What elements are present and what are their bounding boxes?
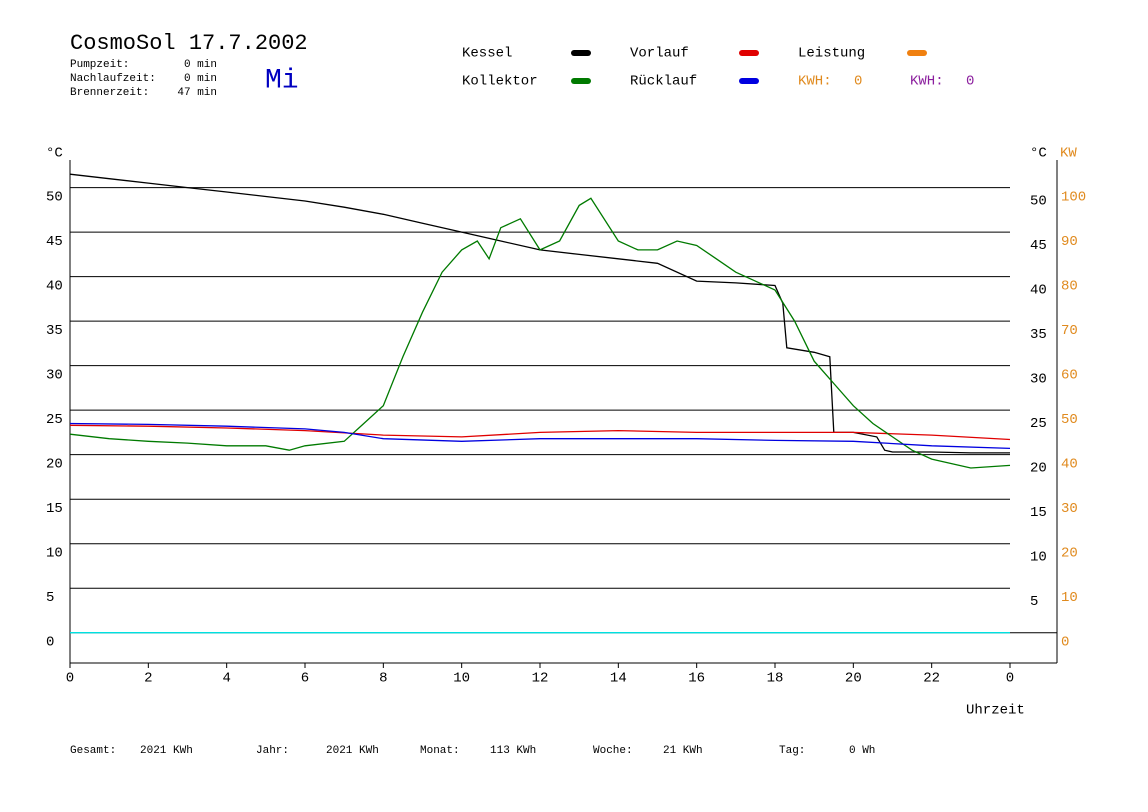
y2-tick-label-c: 5 (1030, 594, 1038, 610)
x-tick-label: 20 (845, 671, 862, 687)
footer-value: 0 Wh (849, 745, 875, 757)
y2-tick-label-c: 20 (1030, 460, 1047, 476)
x-tick-label: 6 (301, 671, 309, 687)
x-tick-label: 8 (379, 671, 387, 687)
x-tick-label: 12 (532, 671, 549, 687)
y-label: °C (46, 146, 63, 162)
y-tick-label: 0 (46, 634, 54, 650)
y-tick-label: 30 (46, 367, 63, 383)
series-line (69, 197, 1011, 469)
kwh-value: 0 (854, 74, 862, 90)
stat-label: Brennerzeit: (70, 87, 149, 99)
y-tick-label: 20 (46, 456, 63, 472)
y-tick-label: 35 (46, 323, 63, 339)
footer-label: Jahr: (256, 745, 289, 757)
stat-label: Pumpzeit: (70, 59, 129, 71)
series-line (69, 173, 1010, 454)
stat-value: 0 min (184, 73, 217, 85)
series-line (69, 422, 1011, 450)
y2-tick-label-c: 30 (1030, 371, 1047, 387)
footer-label: Tag: (779, 745, 805, 757)
title: CosmoSol 17.7.2002 (70, 31, 308, 56)
footer-label: Gesamt: (70, 745, 116, 757)
y2-tick-label: 50 (1061, 412, 1078, 428)
x-tick-label: 2 (144, 671, 152, 687)
y2-tick-label-c: 25 (1030, 416, 1047, 432)
kwh-label: KWH: (910, 74, 944, 90)
stat-label: Nachlaufzeit: (70, 73, 156, 85)
y2-tick-label-c: 45 (1030, 238, 1047, 254)
x-tick-label: 10 (453, 671, 470, 687)
y2-tick-label: 100 (1061, 189, 1086, 205)
stat-value: 0 min (184, 59, 217, 71)
x-tick-label: 22 (923, 671, 940, 687)
footer-value: 2021 KWh (140, 745, 193, 757)
x-tick-label: 4 (222, 671, 230, 687)
day: Mi (265, 65, 299, 96)
x-tick-label: 16 (688, 671, 705, 687)
y2-tick-label: 90 (1061, 234, 1078, 250)
footer-label: Woche: (593, 745, 633, 757)
x-tick-label: 14 (610, 671, 627, 687)
y2-tick-label: 30 (1061, 501, 1078, 517)
x-tick-label: 18 (767, 671, 784, 687)
x-tick-label: 0 (66, 671, 74, 687)
y2-tick-label: 10 (1061, 590, 1078, 606)
y2-tick-label: 60 (1061, 367, 1078, 383)
y-tick-label: 45 (46, 234, 63, 250)
y2-tick-label: 20 (1061, 545, 1078, 561)
y-tick-label: 10 (46, 545, 63, 561)
kwh-label: KWH: (798, 74, 832, 90)
y2-tick-label: 40 (1061, 456, 1078, 472)
y2-tick-label: 70 (1061, 323, 1078, 339)
y2-tick-label-c: 10 (1030, 549, 1047, 565)
y-tick-label: 40 (46, 278, 63, 294)
stat-value: 47 min (177, 87, 217, 99)
legend-label: Rücklauf (630, 74, 697, 90)
kwh-value: 0 (966, 74, 974, 90)
x-tick-label: 0 (1006, 671, 1014, 687)
legend-label: Kessel (462, 46, 512, 62)
footer-value: 21 KWh (663, 745, 703, 757)
y2-tick-label-c: 40 (1030, 282, 1047, 298)
y2-tick-label: 0 (1061, 634, 1069, 650)
y-tick-label: 15 (46, 501, 63, 517)
y-tick-label: 5 (46, 590, 54, 606)
series-line (69, 424, 1011, 441)
footer-label: Monat: (420, 745, 460, 757)
footer-value: 2021 KWh (326, 745, 379, 757)
legend-label: Leistung (798, 46, 865, 62)
y2-label: KW (1060, 146, 1077, 162)
y-tick-label: 25 (46, 412, 63, 428)
footer-value: 113 KWh (490, 745, 536, 757)
legend-label: Kollektor (462, 74, 538, 90)
x-label: Uhrzeit (966, 703, 1025, 719)
y2-tick-label-c: 35 (1030, 327, 1047, 343)
y2-tick-label-c: 15 (1030, 505, 1047, 521)
y2-tick-label: 80 (1061, 278, 1078, 294)
y2-tick-label-c: 50 (1030, 193, 1047, 209)
y2-label-c: °C (1030, 146, 1047, 162)
legend-label: Vorlauf (630, 46, 689, 62)
y-tick-label: 50 (46, 189, 63, 205)
